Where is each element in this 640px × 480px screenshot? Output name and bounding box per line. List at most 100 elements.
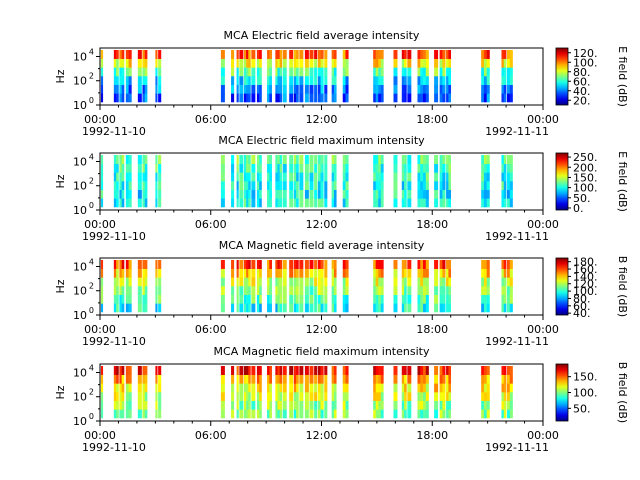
spectrogram-cell — [155, 286, 158, 295]
x-tick-label: 12:00 — [306, 323, 338, 336]
spectrogram-cell — [236, 198, 239, 208]
spectrogram-cell — [246, 76, 249, 85]
spectrogram-cell — [423, 198, 427, 208]
spectrogram-cell — [289, 181, 294, 190]
spectrogram-cell — [251, 392, 256, 401]
spectrogram-cell — [296, 93, 299, 103]
spectrogram-cell — [275, 392, 278, 401]
spectrogram-cell — [158, 93, 162, 103]
spectrogram-cell — [378, 58, 382, 68]
spectrogram-cell — [128, 409, 132, 419]
spectrogram-cell — [121, 155, 125, 164]
spectrogram-cell — [277, 50, 280, 59]
spectrogram-cell — [282, 76, 287, 85]
spectrogram-cell — [256, 260, 260, 269]
spectrogram-cell — [439, 268, 443, 278]
spectrogram-cell — [142, 303, 146, 313]
spectrogram-cell — [434, 268, 439, 278]
spectrogram-cell — [121, 286, 125, 295]
spectrogram-cell — [309, 277, 314, 287]
spectrogram-cell — [277, 58, 280, 68]
spectrogram-cell — [269, 163, 272, 173]
spectrogram-cell — [483, 84, 487, 94]
spectrogram-cell — [155, 172, 158, 182]
spectrogram-cell — [304, 383, 309, 393]
spectrogram-cell — [401, 260, 405, 269]
spectrogram-cell — [442, 76, 446, 85]
spectrogram-cell — [486, 84, 490, 94]
spectrogram-cell — [125, 189, 129, 199]
spectrogram-cell — [236, 392, 239, 401]
spectrogram-cell — [373, 260, 377, 269]
spectrogram-cell — [404, 260, 407, 269]
spectrogram-cell — [246, 181, 249, 190]
spectrogram-cell — [243, 172, 247, 182]
spectrogram-cell — [342, 93, 346, 103]
spectrogram-cell — [251, 277, 256, 287]
spectrogram-cell — [333, 50, 337, 59]
spectrogram-cell — [509, 400, 513, 410]
spectrogram-cell — [509, 366, 513, 375]
spectrogram-cell — [137, 277, 142, 287]
spectrogram-cell — [259, 392, 262, 401]
spectrogram-cell — [507, 400, 511, 410]
spectrogram-cell — [439, 294, 443, 304]
spectrogram-cell — [158, 303, 162, 313]
spectrogram-cell — [296, 409, 299, 419]
spectrogram-cell — [317, 93, 321, 103]
spectrogram-cell — [282, 155, 287, 164]
spectrogram-cell — [442, 286, 446, 295]
spectrogram-cell — [404, 400, 407, 410]
spectrogram-cell — [246, 294, 249, 304]
spectrogram-cell — [231, 374, 235, 384]
spectrogram-cell — [119, 268, 122, 278]
spectrogram-cell — [420, 93, 424, 103]
spectrogram-cell — [507, 294, 511, 304]
spectrogram-cell — [128, 294, 132, 304]
spectrogram-cell — [142, 198, 146, 208]
spectrogram-cell — [373, 189, 377, 199]
spectrogram-cell — [236, 67, 239, 77]
spectrogram-cell — [128, 383, 132, 393]
spectrogram-cell — [293, 84, 297, 94]
spectrogram-cell — [239, 409, 244, 419]
spectrogram-cell — [378, 286, 382, 295]
spectrogram-cell — [282, 277, 287, 287]
spectrogram-cell — [231, 155, 235, 164]
spectrogram-cell — [439, 189, 443, 199]
spectrogram-cell — [345, 84, 349, 94]
spectrogram-cell — [393, 392, 398, 401]
spectrogram-cell — [320, 93, 324, 103]
spectrogram-cell — [282, 366, 287, 375]
spectrogram-cell — [481, 76, 485, 85]
spectrogram-cell — [503, 392, 507, 401]
spectrogram-cell — [345, 155, 349, 164]
spectrogram-cell — [259, 400, 262, 410]
spectrogram-cell — [503, 50, 507, 59]
spectrogram-cell — [125, 198, 129, 208]
spectrogram-cell — [486, 374, 490, 384]
spectrogram-cell — [309, 93, 314, 103]
spectrogram-cell — [158, 50, 162, 59]
spectrogram-cell — [324, 93, 328, 103]
spectrogram-cell — [119, 294, 122, 304]
spectrogram-cell — [275, 84, 278, 94]
spectrogram-cell — [380, 277, 384, 287]
spectrogram-cell — [220, 260, 225, 269]
spectrogram-cell — [155, 155, 158, 164]
spectrogram-cell — [446, 268, 449, 278]
spectrogram-cell — [309, 374, 314, 384]
spectrogram-cell — [380, 67, 384, 77]
spectrogram-cell — [137, 163, 142, 173]
spectrogram-cell — [220, 67, 225, 77]
spectrogram-cell — [119, 67, 122, 77]
spectrogram-cell — [393, 374, 398, 384]
spectrogram-cell — [142, 58, 146, 68]
spectrogram-cell — [345, 50, 349, 59]
spectrogram-cell — [507, 172, 511, 182]
spectrogram-cell — [342, 67, 346, 77]
spectrogram-cell — [128, 374, 132, 384]
spectrogram-cell — [425, 155, 429, 164]
spectrogram-cell — [282, 189, 287, 199]
colorbar — [555, 47, 569, 106]
